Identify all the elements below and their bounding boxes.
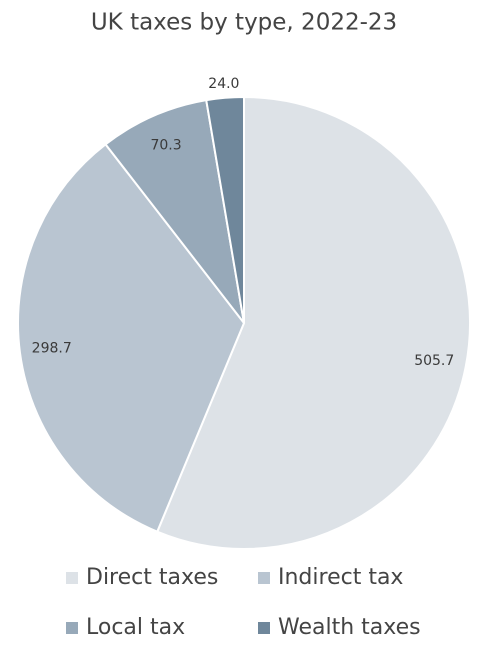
value-label: 298.7 [32, 341, 72, 357]
pie-slice [205, 95, 245, 324]
value-label: 505.7 [414, 353, 454, 369]
pie-slice [104, 99, 245, 324]
legend-swatch [258, 572, 270, 584]
legend-swatch [66, 622, 78, 634]
legend-label: Direct taxes [86, 565, 218, 590]
legend-swatch [258, 622, 270, 634]
legend-label: Indirect tax [278, 565, 403, 590]
value-label: 70.3 [150, 137, 181, 153]
value-label: 24.0 [208, 76, 239, 92]
pie-slice [17, 142, 246, 533]
legend-label: Wealth taxes [278, 615, 421, 640]
chart-title: UK taxes by type, 2022-23 [91, 10, 397, 36]
pie-slice [155, 95, 471, 550]
legend-label: Local tax [86, 615, 185, 640]
legend-swatch [66, 572, 78, 584]
